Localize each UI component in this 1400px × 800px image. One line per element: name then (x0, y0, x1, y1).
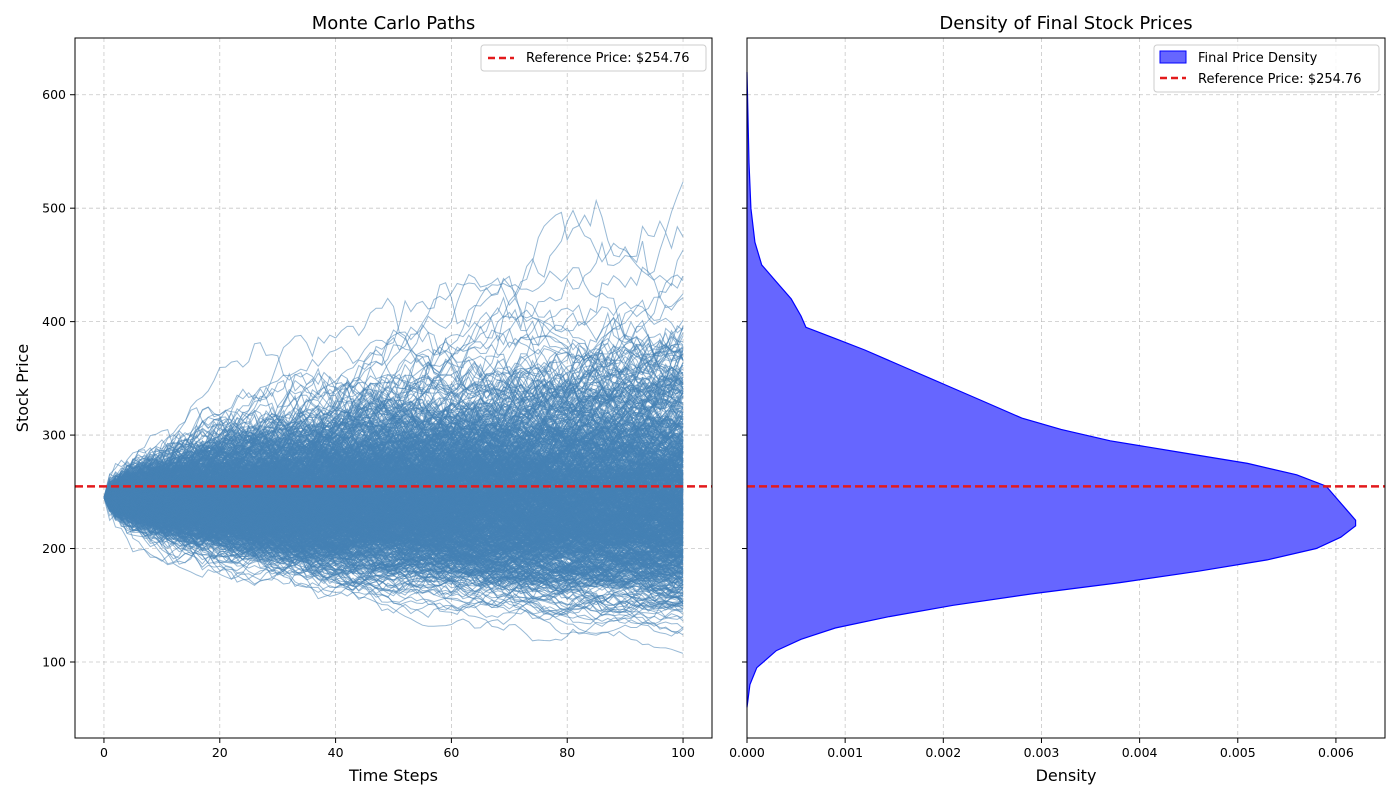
path-line (103, 494, 684, 561)
left-y-tick-label: 100 (42, 654, 66, 669)
left-axes-frame (74, 37, 713, 739)
right-title: Density of Final Stock Prices (939, 13, 1192, 34)
monte-carlo-paths (103, 181, 684, 654)
path-line (103, 422, 684, 514)
path-line (103, 440, 684, 534)
left-legend: Reference Price: $254.76 (480, 44, 707, 72)
right-x-axis-label: Density (1036, 766, 1097, 785)
path-line (103, 277, 684, 498)
right-legend-density-label: Final Price Density (1198, 51, 1318, 66)
path-line (103, 439, 684, 513)
right-x-tick-label: 0.000 (729, 745, 765, 760)
path-line (103, 433, 684, 531)
path-line (103, 460, 683, 525)
path-line (103, 267, 684, 498)
left-x-tick-label: 0 (100, 745, 108, 760)
right-x-tick-label: 0.001 (827, 745, 863, 760)
path-line (103, 444, 684, 534)
left-y-tick-label: 400 (42, 314, 66, 329)
path-line (103, 492, 684, 560)
path-line (103, 493, 684, 568)
density-area (746, 71, 1357, 708)
left-x-axis-label: Time Steps (348, 766, 438, 785)
path-line (103, 497, 684, 612)
left-x-tick-label: 60 (443, 745, 459, 760)
path-line (103, 479, 684, 537)
path-line (103, 485, 684, 578)
left-x-tick-label: 100 (671, 745, 695, 760)
right-legend: Final Price Density Reference Price: $25… (1153, 44, 1380, 93)
left-y-tick-label: 500 (42, 201, 66, 216)
path-line (103, 494, 684, 567)
path-line (103, 497, 684, 617)
path-line (103, 349, 684, 501)
right-legend-box (1153, 44, 1380, 93)
path-line (103, 490, 684, 591)
left-y-axis-label: Stock Price (13, 344, 32, 432)
right-x-ticks: 0.000 0.001 0.002 0.003 0.004 0.005 0.006 (729, 738, 1354, 760)
left-x-ticks: 0 20 40 60 80 100 (100, 738, 695, 760)
right-x-tick-label: 0.006 (1318, 745, 1354, 760)
left-y-tick-label: 300 (42, 428, 66, 443)
path-line (103, 447, 684, 516)
path-line (103, 497, 684, 621)
path-line (103, 470, 684, 554)
left-x-tick-label: 40 (328, 745, 344, 760)
path-line (103, 420, 684, 516)
density-subplot: Density of Final Stock Prices 0.000 0.001… (729, 13, 1386, 785)
left-x-tick-label: 20 (212, 745, 228, 760)
path-line (103, 414, 684, 508)
left-legend-ref-label: Reference Price: $254.76 (526, 51, 690, 66)
left-y-ticks: 100 200 300 400 500 600 (42, 87, 75, 669)
path-line (103, 324, 684, 498)
path-line (103, 490, 684, 597)
right-legend-density-swatch (1159, 50, 1187, 64)
left-y-tick-label: 600 (42, 87, 66, 102)
left-x-tick-label: 80 (559, 745, 575, 760)
left-title: Monte Carlo Paths (312, 13, 475, 34)
right-x-tick-label: 0.004 (1122, 745, 1158, 760)
path-line (103, 445, 684, 514)
path-line (103, 397, 684, 507)
path-line (103, 249, 684, 498)
left-y-tick-label: 200 (42, 541, 66, 556)
left-legend-box (480, 44, 707, 72)
right-axes-frame (746, 37, 1386, 739)
monte-carlo-subplot: Monte Carlo Paths 0 20 40 60 80 100 100 200 300… (13, 13, 713, 785)
path-line (103, 467, 684, 537)
path-line (103, 497, 684, 583)
path-line (103, 467, 684, 564)
right-x-tick-label: 0.003 (1024, 745, 1060, 760)
path-line (103, 437, 684, 528)
right-y-ticks (742, 94, 747, 663)
right-x-tick-label: 0.002 (925, 745, 961, 760)
path-line (103, 492, 684, 549)
right-legend-ref-label: Reference Price: $254.76 (1198, 72, 1362, 87)
right-x-tick-label: 0.005 (1220, 745, 1256, 760)
path-line (103, 482, 684, 537)
path-line (103, 293, 684, 514)
path-line (103, 483, 684, 543)
